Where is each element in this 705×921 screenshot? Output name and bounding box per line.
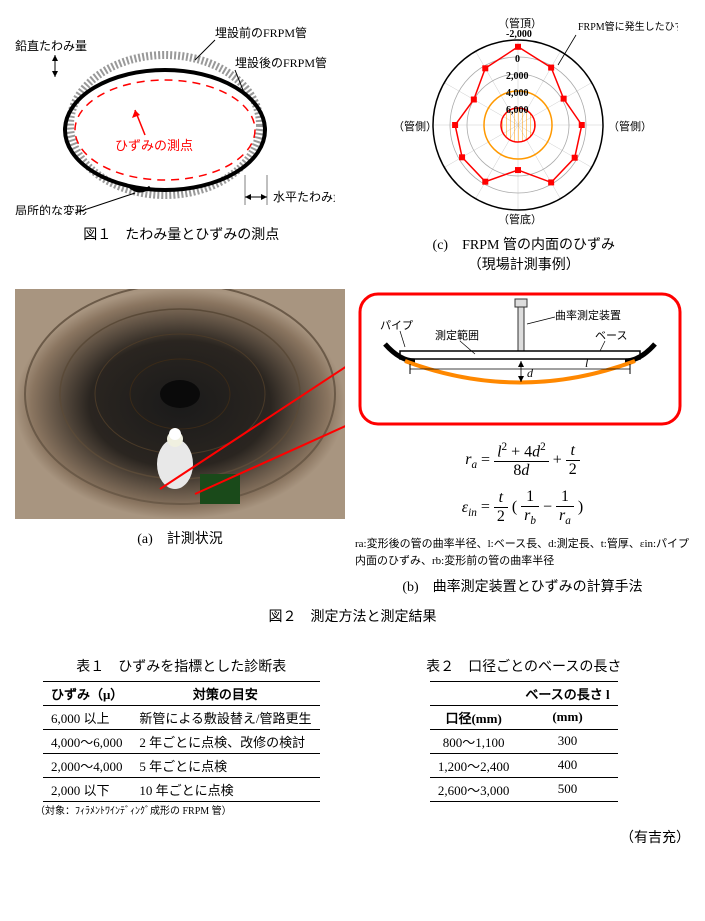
svg-text:ベース: ベース <box>595 330 627 342</box>
table-row: 2,600～3,000500 <box>430 777 618 801</box>
pipe-side-left-label: （管側） <box>393 119 437 133</box>
table-row: 800～1,100300 <box>430 729 618 753</box>
svg-text:d: d <box>527 366 534 380</box>
fig2c-caption: (c) FRPM 管の内面のひずみ （現場計測事例） <box>358 234 691 274</box>
fig2b-svg: l d パイプ 測定範囲 曲率測定装置 ベース <box>355 289 685 429</box>
formula-ra: ra = l2 + 4d28d + t2 <box>355 441 690 480</box>
fig2c-container: -2,000 0 2,000 4,000 6,000 （管頂） （管側） （管側… <box>358 15 691 279</box>
horizontal-deflection-label: 水平たわみ量 <box>273 190 335 204</box>
svg-text:パイプ: パイプ <box>380 319 413 332</box>
svg-text:6,000: 6,000 <box>506 105 529 116</box>
table2-title: 表２ 口径ごとのベースの長さ <box>358 656 691 676</box>
fig2b-container: l d パイプ 測定範囲 曲率測定装置 ベース ra = l2 + 4d28d … <box>355 289 690 601</box>
fig2a-container: (a) 計測状況 <box>15 289 345 601</box>
svg-text:曲率測定装置: 曲率測定装置 <box>555 308 621 322</box>
svg-text:-2,000: -2,000 <box>506 29 532 40</box>
pipe-top-label: （管頂） <box>498 16 542 30</box>
table-row: 4,000～6,0002 年ごとに点検、改修の検討 <box>43 729 320 753</box>
formula-legend: ra:変形後の管の曲率半径、l:ベース長、d:測定長、t:管厚、εin:パイプ内… <box>355 536 690 571</box>
table-row: 2,000～4,0005 年ごとに点検 <box>43 753 320 777</box>
table1-container: 表１ ひずみを指標とした診断表 ひずみ（μ）対策の目安 6,000 以上新管によ… <box>15 651 348 817</box>
svg-text:2,000: 2,000 <box>506 71 529 82</box>
table2: ベースの長さ l 口径(mm)(mm) 800～1,1003001,200～2,… <box>430 681 618 802</box>
fig2a-caption: (a) 計測状況 <box>15 528 345 548</box>
table-row: 2,000 以下10 年ごとに点検 <box>43 777 320 801</box>
fig1-caption: 図１ たわみ量とひずみの測点 <box>15 224 348 244</box>
before-burial-label: 埋設前のFRPM管 <box>215 25 307 40</box>
after-burial-label: 埋設後のFRPM管 <box>235 55 327 70</box>
table1: ひずみ（μ）対策の目安 6,000 以上新管による敷設替え/管路更生4,000～… <box>43 681 320 802</box>
table1-note: （対象：ﾌｨﾗﾒﾝﾄﾜｲﾝﾃﾞｨﾝｸﾞ成形の FRPM 管） <box>35 802 348 817</box>
middle-row: (a) 計測状況 l d パイプ <box>15 289 690 601</box>
svg-text:4,000: 4,000 <box>506 88 529 99</box>
fig2-main-caption: 図２ 測定方法と測定結果 <box>15 606 690 626</box>
strain-point-label: ひずみの測点 <box>115 138 193 153</box>
pipe-bottom-label: （管底） <box>498 212 542 225</box>
vertical-deflection-label: 鉛直たわみ量 <box>15 39 87 53</box>
local-deformation-label: 局所的な変形 <box>15 203 87 215</box>
fig1-svg: ひずみの測点 鉛直たわみ量 埋設前のFRPM管 埋設後のFRPM管 水平たわみ量… <box>15 15 335 215</box>
table1-title: 表１ ひずみを指標とした診断表 <box>15 656 348 676</box>
svg-text:測定範囲: 測定範囲 <box>435 328 479 342</box>
pipe-side-right-label: （管側） <box>608 119 652 133</box>
fig1-container: ひずみの測点 鉛直たわみ量 埋設前のFRPM管 埋設後のFRPM管 水平たわみ量… <box>15 15 348 279</box>
svg-text:FRPM管に発生したひずみ: FRPM管に発生したひずみ <box>578 20 678 33</box>
author: （有吉充） <box>15 827 690 847</box>
tables-row: 表１ ひずみを指標とした診断表 ひずみ（μ）対策の目安 6,000 以上新管によ… <box>15 651 690 817</box>
svg-text:0: 0 <box>515 54 520 65</box>
table2-container: 表２ 口径ごとのベースの長さ ベースの長さ l 口径(mm)(mm) 800～1… <box>358 651 691 802</box>
fig2c-svg: -2,000 0 2,000 4,000 6,000 （管頂） （管側） （管側… <box>358 15 678 225</box>
fig2a-photo <box>15 289 345 519</box>
top-figures-row: ひずみの測点 鉛直たわみ量 埋設前のFRPM管 埋設後のFRPM管 水平たわみ量… <box>15 15 690 279</box>
formula-epsilon: εin = t2 ( 1rb − 1ra ) <box>355 488 690 527</box>
table-row: 6,000 以上新管による敷設替え/管路更生 <box>43 705 320 729</box>
fig2b-caption: (b) 曲率測定装置とひずみの計算手法 <box>355 576 690 596</box>
table-row: 1,200～2,400400 <box>430 753 618 777</box>
